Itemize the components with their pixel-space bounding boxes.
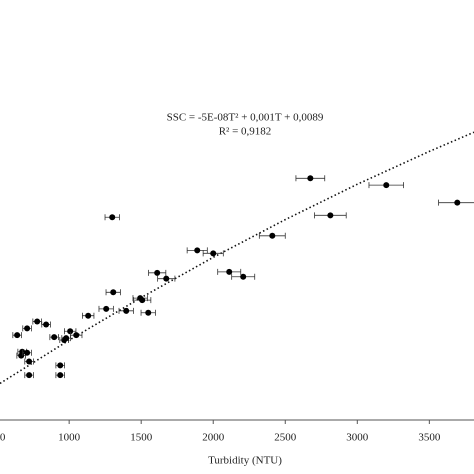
x-tick-label: 3000 xyxy=(346,432,369,444)
point xyxy=(110,289,117,296)
point xyxy=(26,358,33,365)
point xyxy=(327,212,334,219)
point xyxy=(14,332,21,339)
point xyxy=(240,273,247,280)
point xyxy=(24,349,31,356)
point xyxy=(51,334,58,341)
x-tick-label: 500 xyxy=(0,432,6,444)
x-tick-label: 2500 xyxy=(274,432,297,444)
x-axis-label: Turbidity (NTU) xyxy=(208,455,282,467)
point xyxy=(26,372,33,379)
x-tick-label: 1000 xyxy=(58,432,81,444)
point xyxy=(145,309,152,316)
point xyxy=(194,247,201,254)
point xyxy=(163,275,170,282)
point xyxy=(63,335,70,342)
equation: SSC = -5E-08T² + 0,001T + 0,0089 xyxy=(167,112,324,124)
trendline xyxy=(0,131,474,385)
x-tick-label: 2000 xyxy=(202,432,225,444)
point xyxy=(85,312,92,319)
x-tick-label: 3500 xyxy=(418,432,441,444)
point xyxy=(34,318,41,325)
point xyxy=(67,328,74,335)
point xyxy=(210,250,217,257)
point xyxy=(139,297,146,304)
point xyxy=(57,362,64,369)
point xyxy=(307,175,314,182)
point xyxy=(57,372,64,379)
point xyxy=(154,269,161,276)
point xyxy=(18,352,25,359)
point xyxy=(103,305,110,312)
point xyxy=(24,325,31,332)
point xyxy=(454,199,461,206)
point xyxy=(43,321,50,328)
x-tick-label: 1500 xyxy=(130,432,153,444)
point xyxy=(226,268,233,275)
r-squared: R² = 0,9182 xyxy=(219,126,272,138)
point xyxy=(109,214,116,221)
point xyxy=(383,182,390,189)
point xyxy=(123,307,130,314)
point xyxy=(269,232,276,239)
point xyxy=(73,332,80,339)
